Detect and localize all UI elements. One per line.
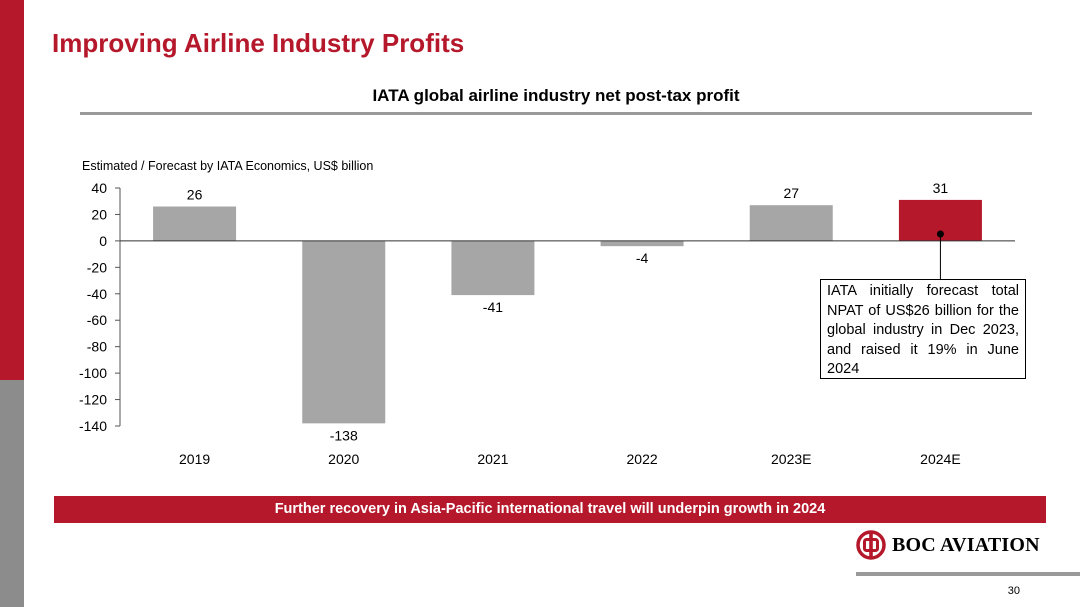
data-label-2023E: 27 [783,185,799,201]
bar-2022 [600,240,684,247]
x-tick-label-2024E: 2024E [920,451,960,467]
takeaway-banner: Further recovery in Asia-Pacific interna… [54,496,1046,523]
x-tick-label-2023E: 2023E [771,451,811,467]
title-divider [80,112,1032,115]
data-label-2020: -138 [330,427,358,443]
forecast-callout: IATA initially forecast total NPAT of US… [820,279,1026,379]
y-tick-label: -100 [79,365,107,381]
x-tick-label-2020: 2020 [328,451,359,467]
y-tick-label: -40 [87,286,107,302]
x-tick-label-2022: 2022 [627,451,658,467]
bar-2020 [302,240,386,424]
y-tick-label: -60 [87,312,107,328]
y-tick-label: 40 [91,180,107,196]
y-tick-label: -140 [79,418,107,434]
page-number: 30 [1007,585,1020,597]
boc-logo-icon [856,530,886,560]
y-tick-label: 0 [99,233,107,249]
bar-2021 [451,240,535,296]
y-tick-label: -20 [87,259,107,275]
data-label-2024E: 31 [933,180,949,196]
bar-2023E [749,205,833,241]
y-tick-label: -80 [87,339,107,355]
logo-wordmark: BOC AVIATION [892,533,1040,556]
x-tick-label-2021: 2021 [477,451,508,467]
data-label-2021: -41 [483,299,503,315]
y-tick-label: 20 [91,206,107,222]
data-label-2019: 26 [187,187,203,203]
data-label-2022: -4 [636,250,649,266]
slide-title: Improving Airline Industry Profits [52,28,465,58]
side-accent-red [0,0,24,380]
bar-2019 [153,206,237,241]
logo-divider [856,572,1080,576]
x-tick-label-2019: 2019 [179,451,210,467]
company-logo: BOC AVIATION [856,528,1040,562]
side-accent-grey [0,380,24,607]
chart-title: IATA global airline industry net post-ta… [372,86,740,105]
bar-chart: Estimated / Forecast by IATA Economics, … [79,159,1015,467]
y-axis-label: Estimated / Forecast by IATA Economics, … [82,159,373,173]
y-tick-label: -120 [79,392,107,408]
